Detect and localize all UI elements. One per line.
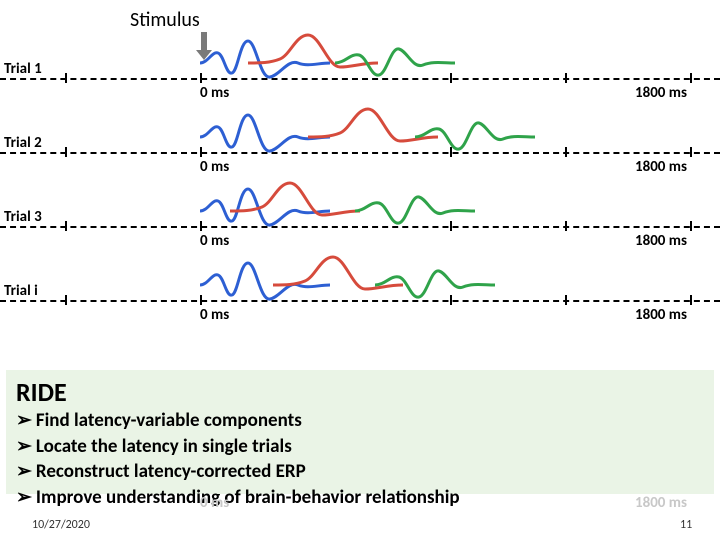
ride-bullet-text-2: Reconstruct latency-corrected ERP	[36, 460, 306, 483]
ride-bullet-text-1: Locate the latency in single trials	[36, 435, 292, 458]
ride-bullet-1: ➢Locate the latency in single trials	[16, 434, 704, 460]
footer-page-number: 11	[680, 518, 692, 532]
ride-title: RIDE	[16, 376, 704, 408]
ride-bullet-text-0: Find latency-variable components	[36, 409, 302, 432]
ride-bullet-3: ➢Improve understanding of brain-behavior…	[16, 485, 704, 511]
tick-trial3-4	[690, 221, 692, 231]
wave-green-triali	[375, 255, 495, 315]
end-label-trial2: 1800 ms	[635, 158, 687, 176]
end-label-trial1: 1800 ms	[635, 84, 687, 102]
tick-trial2-0	[65, 147, 67, 157]
bullet-arrow-icon: ➢	[16, 410, 32, 431]
bullet-arrow-icon: ➢	[16, 461, 32, 482]
ride-box: RIDE➢Find latency-variable components➢Lo…	[6, 370, 714, 494]
tick-trial3-0	[65, 221, 67, 231]
tick-triali-0	[65, 295, 67, 305]
wave-green-trial2	[415, 107, 535, 167]
footer-date: 10/27/2020	[32, 518, 90, 532]
end-label-triali: 1800 ms	[635, 306, 687, 324]
bullet-arrow-icon: ➢	[16, 436, 32, 457]
tick-trial2-4	[690, 147, 692, 157]
label-trial1: Trial 1	[4, 60, 42, 78]
tick-triali-3	[565, 295, 567, 305]
tick-trial1-4	[690, 73, 692, 83]
label-trial3: Trial 3	[4, 208, 42, 226]
label-trial2: Trial 2	[4, 134, 42, 152]
wave-green-trial3	[355, 181, 475, 241]
end-label-trial3: 1800 ms	[635, 232, 687, 250]
tick-trial1-0	[65, 73, 67, 83]
label-triali: Trial i	[4, 282, 38, 300]
tick-triali-4	[690, 295, 692, 305]
wave-green-trial1	[335, 33, 455, 93]
bullet-arrow-icon: ➢	[16, 487, 32, 508]
ride-bullet-2: ➢Reconstruct latency-corrected ERP	[16, 459, 704, 485]
ride-bullet-text-3: Improve understanding of brain-behavior …	[36, 486, 460, 509]
ghost-end-label: 1800 ms	[635, 494, 687, 512]
ride-bullet-0: ➢Find latency-variable components	[16, 408, 704, 434]
tick-trial2-3	[565, 147, 567, 157]
stimulus-label: Stimulus	[130, 8, 200, 32]
ghost-zero-label: 0 ms	[200, 494, 229, 512]
tick-trial1-3	[565, 73, 567, 83]
wave-red-trial3	[230, 181, 360, 241]
tick-trial3-3	[565, 221, 567, 231]
